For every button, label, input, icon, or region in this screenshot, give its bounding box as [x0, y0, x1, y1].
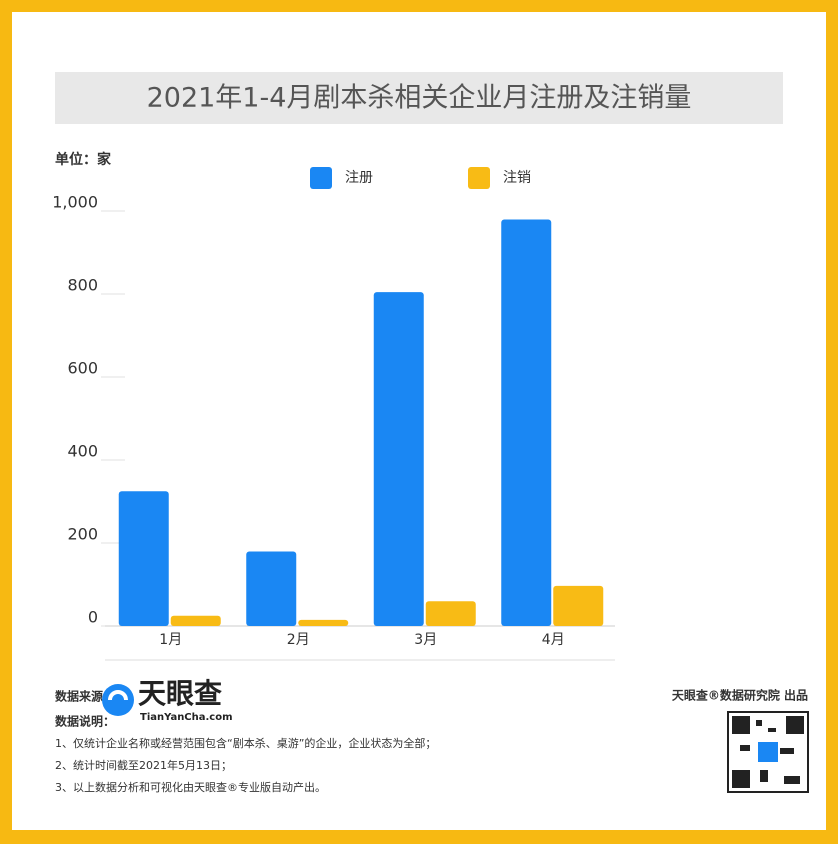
credit: 天眼查®数据研究院 出品 — [672, 688, 808, 703]
logo-icon — [102, 684, 134, 716]
legend-swatch — [468, 167, 490, 189]
bar — [118, 491, 169, 626]
bar — [170, 615, 221, 626]
bar — [501, 219, 552, 626]
logo-mark — [108, 690, 128, 701]
x-tick-label: 2月 — [287, 632, 310, 648]
qr-code — [727, 711, 809, 793]
y-tick-label: 600 — [67, 359, 98, 378]
logo-url: TianYanCha.com — [140, 712, 233, 723]
bar — [425, 601, 476, 626]
bar — [298, 619, 349, 626]
source-label: 数据来源： — [55, 689, 115, 704]
x-tick-label: 4月 — [542, 632, 565, 648]
legend-swatch — [310, 167, 332, 189]
legend-label: 注销 — [503, 170, 531, 186]
chart-title: 2021年1-4月剧本杀相关企业月注册及注销量 — [147, 83, 692, 114]
title-box — [55, 72, 783, 124]
x-tick-label: 1月 — [159, 632, 182, 648]
notes-label: 数据说明： — [55, 714, 115, 729]
logo-text: 天眼查 — [138, 677, 222, 710]
y-tick-label: 0 — [88, 608, 98, 627]
bar — [553, 585, 604, 626]
note: 2、统计时间截至2021年5月13日； — [55, 758, 232, 772]
bar — [373, 292, 424, 626]
x-tick-label: 3月 — [414, 632, 437, 648]
y-unit: 单位：家 — [55, 151, 112, 168]
note: 1、仅统计企业名称或经营范围包含“剧本杀、桌游”的企业，企业状态为全部； — [55, 736, 436, 750]
note: 3、以上数据分析和可视化由天眼查®专业版自动产出。 — [55, 780, 326, 794]
y-tick-label: 800 — [67, 276, 98, 295]
y-tick-label: 1,000 — [52, 193, 98, 212]
legend-label: 注册 — [345, 170, 373, 186]
y-tick-label: 200 — [67, 525, 98, 544]
bar — [246, 551, 297, 626]
y-tick-label: 400 — [67, 442, 98, 461]
